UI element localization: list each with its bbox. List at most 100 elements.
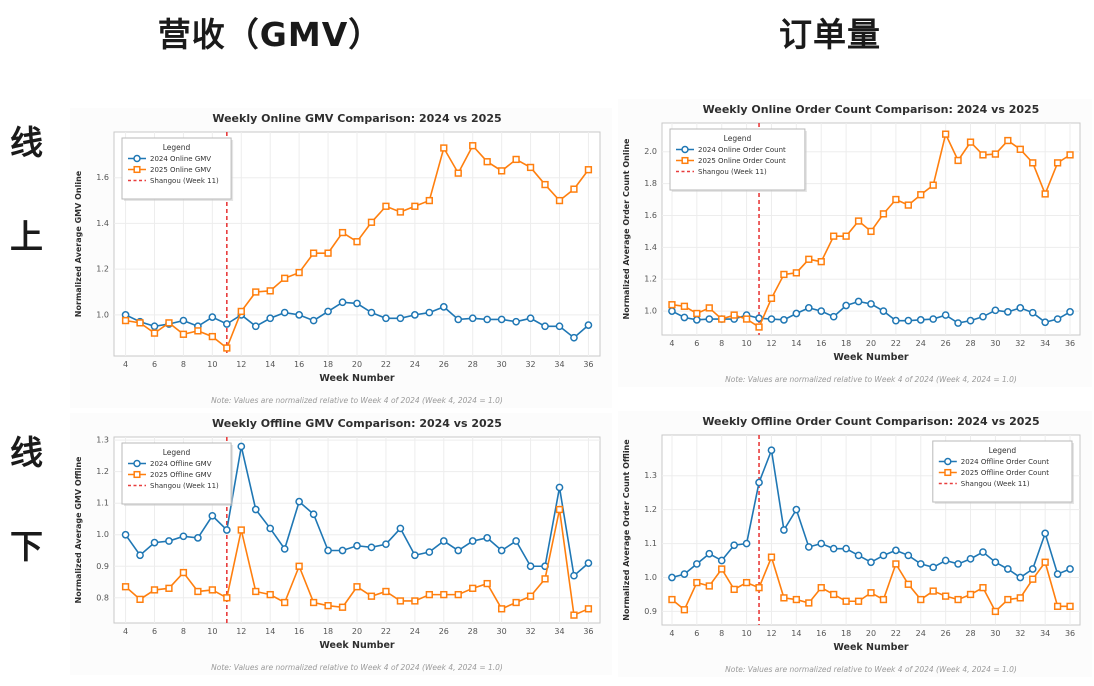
svg-text:1.0: 1.0 [644,307,657,316]
svg-text:6: 6 [694,629,699,638]
svg-text:Week Number: Week Number [319,640,395,651]
row-header-offline: 线 下 [10,426,43,568]
svg-text:2025 Online Order Count: 2025 Online Order Count [698,157,786,165]
svg-text:22: 22 [381,360,391,369]
svg-text:0.9: 0.9 [96,562,109,571]
svg-text:30: 30 [990,339,1000,348]
svg-text:2024 Online GMV: 2024 Online GMV [150,155,211,163]
svg-text:28: 28 [468,627,478,636]
svg-text:20: 20 [866,339,876,348]
column-header-order-volume: 订单量 [779,15,881,54]
svg-text:32: 32 [1015,339,1025,348]
svg-text:32: 32 [1015,629,1025,638]
svg-text:Normalized Average GMV Offline: Normalized Average GMV Offline [74,456,83,603]
chart-offline-gmv: Weekly Offline GMV Comparison: 2024 vs 2… [70,413,612,675]
svg-text:10: 10 [207,360,217,369]
svg-text:26: 26 [439,360,449,369]
svg-text:14: 14 [265,360,275,369]
row-header-online-char-1: 线 [10,123,43,162]
svg-text:14: 14 [265,627,275,636]
svg-text:Legend: Legend [163,143,191,152]
row-header-online-char-2: 上 [10,217,43,256]
svg-text:12: 12 [766,629,776,638]
svg-text:34: 34 [1040,339,1050,348]
svg-text:Legend: Legend [724,134,752,143]
svg-text:32: 32 [525,627,535,636]
svg-text:2025 Online GMV: 2025 Online GMV [150,166,211,174]
svg-text:1.1: 1.1 [644,539,657,548]
svg-text:18: 18 [323,360,333,369]
row-header-offline-char-1: 线 [10,433,43,472]
svg-text:6: 6 [694,339,699,348]
svg-text:16: 16 [816,339,826,348]
svg-text:Shangou (Week 11): Shangou (Week 11) [150,482,219,490]
svg-text:36: 36 [1065,339,1075,348]
chart-online-order-count: Weekly Online Order Count Comparison: 20… [618,99,1092,387]
chart-online-gmv: Weekly Online GMV Comparison: 2024 vs 20… [70,108,612,408]
column-header-gmv: 营收（GMV） [157,15,383,54]
svg-text:16: 16 [816,629,826,638]
svg-text:1.2: 1.2 [644,275,657,284]
svg-text:22: 22 [891,339,901,348]
svg-text:1.3: 1.3 [644,471,657,480]
svg-text:8: 8 [181,360,186,369]
svg-text:Weekly Online GMV Comparison:: Weekly Online GMV Comparison: 2024 vs 20… [212,112,501,125]
svg-text:0.8: 0.8 [96,593,109,602]
svg-text:1.4: 1.4 [96,219,109,228]
svg-text:6: 6 [152,627,157,636]
svg-text:Legend: Legend [989,446,1017,455]
svg-text:1.3: 1.3 [96,436,109,445]
svg-text:28: 28 [468,360,478,369]
svg-text:8: 8 [719,339,724,348]
svg-text:20: 20 [352,627,362,636]
svg-text:Shangou (Week 11): Shangou (Week 11) [698,168,767,176]
svg-text:34: 34 [554,360,564,369]
svg-text:26: 26 [439,627,449,636]
svg-text:Legend: Legend [163,448,191,457]
svg-text:Normalized Average Order Count: Normalized Average Order Count Online [622,138,631,319]
svg-text:10: 10 [742,629,752,638]
svg-text:24: 24 [410,360,420,369]
svg-text:1.2: 1.2 [644,505,657,514]
svg-text:12: 12 [236,360,246,369]
svg-text:24: 24 [916,629,926,638]
svg-text:1.6: 1.6 [96,173,109,182]
svg-text:30: 30 [990,629,1000,638]
svg-text:2025 Offline Order Count: 2025 Offline Order Count [961,469,1049,477]
svg-text:14: 14 [791,339,801,348]
svg-text:1.0: 1.0 [96,530,109,539]
svg-text:4: 4 [669,629,674,638]
svg-text:28: 28 [965,629,975,638]
svg-text:16: 16 [294,627,304,636]
svg-text:26: 26 [941,629,951,638]
svg-text:Note: Values are normalized re: Note: Values are normalized relative to … [211,396,503,405]
svg-text:Week Number: Week Number [833,352,909,363]
svg-text:2024 Offline GMV: 2024 Offline GMV [150,460,212,468]
svg-text:4: 4 [123,360,128,369]
svg-text:10: 10 [207,627,217,636]
svg-text:2025 Offline GMV: 2025 Offline GMV [150,471,212,479]
svg-text:16: 16 [294,360,304,369]
svg-text:36: 36 [583,627,593,636]
svg-text:22: 22 [381,627,391,636]
svg-text:4: 4 [669,339,674,348]
svg-text:Normalized Average Order Count: Normalized Average Order Count Offline [622,439,631,621]
svg-text:2024 Offline Order Count: 2024 Offline Order Count [961,458,1049,466]
svg-text:26: 26 [941,339,951,348]
svg-text:Normalized Average GMV Online: Normalized Average GMV Online [74,170,83,317]
row-header-offline-char-2: 下 [10,527,43,566]
svg-text:1.8: 1.8 [644,179,657,188]
svg-text:30: 30 [497,360,507,369]
svg-text:2.0: 2.0 [644,147,657,156]
svg-text:34: 34 [1040,629,1050,638]
svg-text:36: 36 [583,360,593,369]
svg-text:24: 24 [410,627,420,636]
svg-text:4: 4 [123,627,128,636]
svg-text:Week Number: Week Number [833,642,909,653]
svg-text:Shangou (Week 11): Shangou (Week 11) [961,480,1030,488]
row-header-online: 线 上 [10,116,43,258]
svg-text:Note: Values are normalized re: Note: Values are normalized relative to … [211,663,503,672]
svg-text:Note: Values are normalized re: Note: Values are normalized relative to … [725,665,1017,674]
svg-text:18: 18 [841,339,851,348]
